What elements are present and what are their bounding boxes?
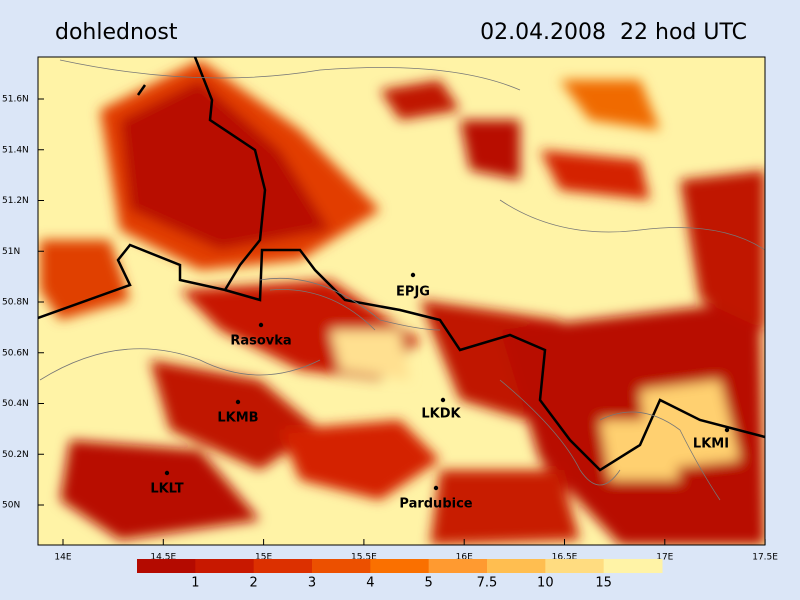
station-dot: [440, 397, 446, 403]
legend-swatch: [603, 559, 663, 573]
lon-label: 14E: [54, 553, 71, 563]
station-dot: [258, 322, 264, 328]
station-label: LKMB: [217, 411, 258, 426]
station-dot: [724, 427, 730, 433]
lon-label: 16.5E: [552, 553, 578, 563]
legend-swatch: [545, 559, 605, 573]
station-label: LKLT: [150, 482, 183, 497]
legend-swatch: [312, 559, 371, 573]
lat-label: 51.2N: [2, 196, 29, 206]
lat-label: 50.4N: [2, 399, 29, 409]
legend-label: 1: [191, 576, 199, 591]
lat-label: 50.8N: [2, 298, 29, 308]
lat-label: 50.2N: [2, 450, 29, 460]
station-dot: [164, 470, 170, 476]
map-timestamp: 02.04.2008 22 hod UTC: [480, 20, 747, 45]
lon-label: 15E: [255, 553, 272, 563]
lat-label: 51.6N: [2, 95, 29, 105]
lon-label: 16E: [456, 553, 473, 563]
legend-swatch: [253, 559, 313, 573]
lon-label: 14.5E: [150, 553, 176, 563]
station-dot: [410, 272, 416, 278]
map-title: dohlednost: [55, 20, 178, 45]
legend-label: 7.5: [477, 576, 498, 591]
map-frame: [37, 56, 766, 546]
legend-swatch: [428, 559, 488, 573]
station-dot: [235, 399, 241, 405]
lat-label: 50N: [2, 501, 20, 511]
legend-label: 3: [308, 576, 316, 591]
lon-label: 15.5E: [351, 553, 377, 563]
legend-label: 10: [537, 576, 554, 591]
lat-label: 51.4N: [2, 145, 29, 155]
legend-label: 4: [366, 576, 374, 591]
station-label: LKMI: [693, 437, 729, 452]
legend-swatch: [487, 559, 546, 573]
legend-swatch: [370, 559, 430, 573]
lat-label: 51N: [2, 247, 20, 257]
station-dot: [433, 485, 439, 491]
legend-label: 5: [425, 576, 433, 591]
legend-label: 2: [250, 576, 258, 591]
lon-label: 17.5E: [752, 553, 778, 563]
visibility-field: [38, 57, 765, 545]
station-label: EPJG: [396, 285, 430, 300]
lon-label: 17E: [656, 553, 673, 563]
station-label: LKDK: [421, 407, 461, 422]
legend-swatch: [137, 559, 196, 573]
lat-label: 50.6N: [2, 348, 29, 358]
station-label: Rasovka: [230, 334, 291, 349]
legend-swatch: [195, 559, 255, 573]
station-label: Pardubice: [399, 497, 472, 512]
legend-label: 15: [595, 576, 612, 591]
